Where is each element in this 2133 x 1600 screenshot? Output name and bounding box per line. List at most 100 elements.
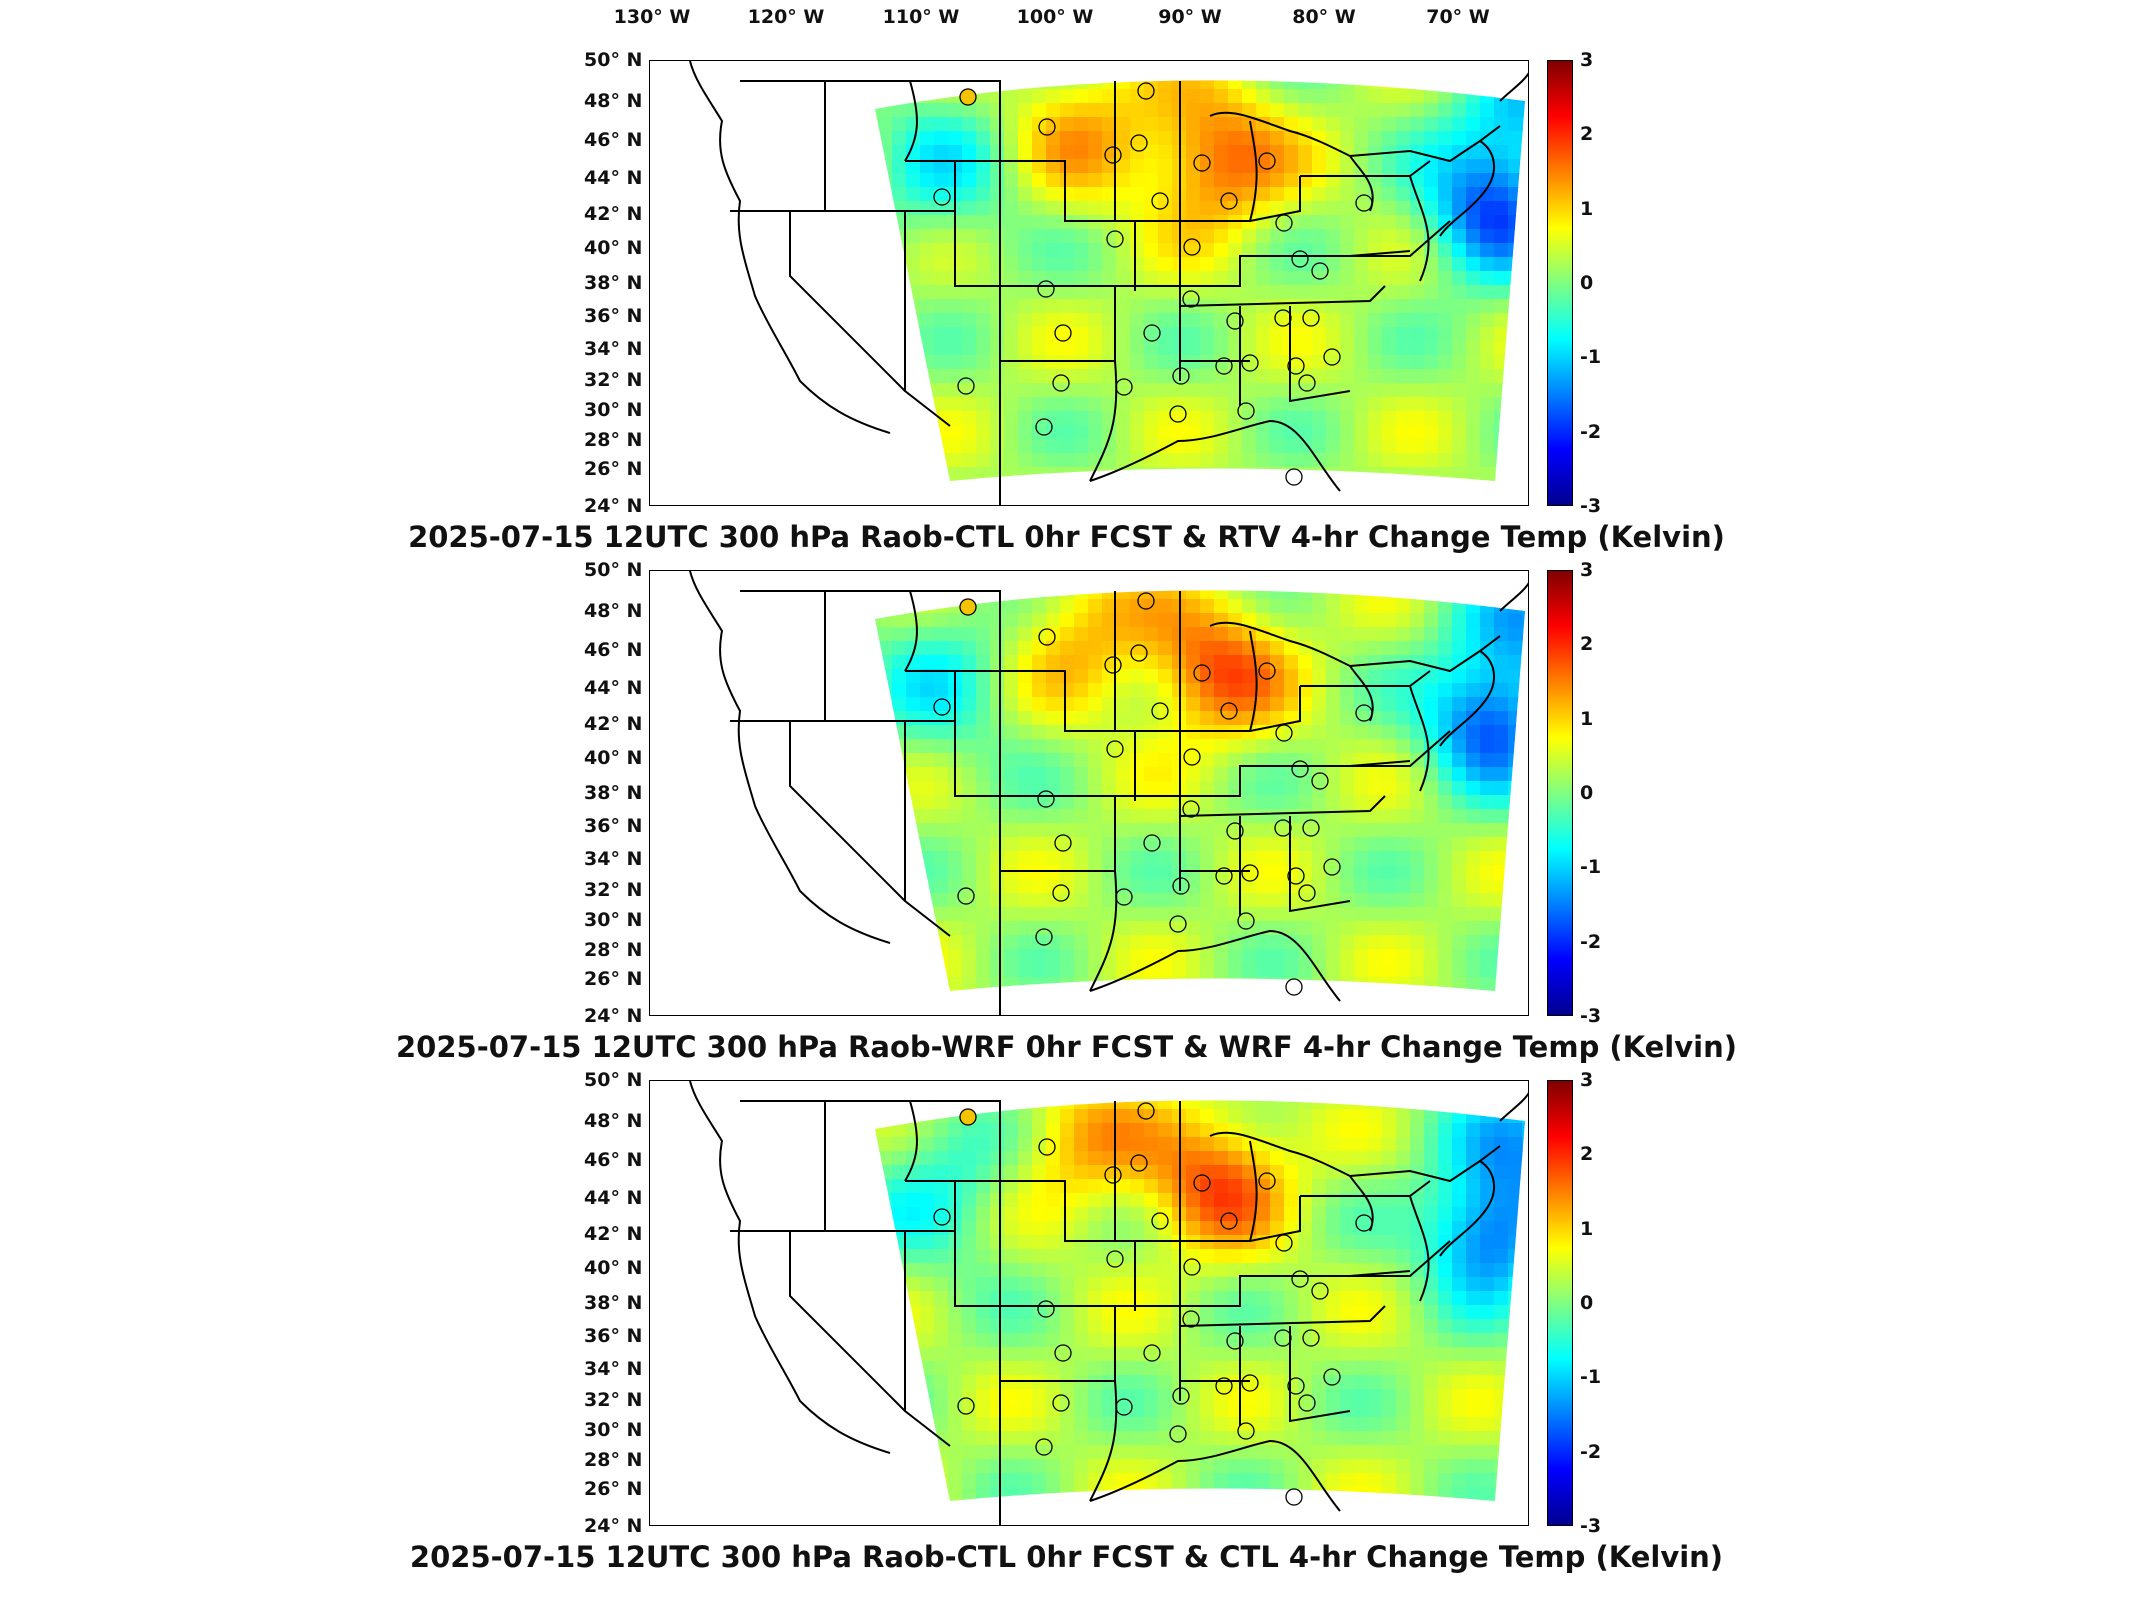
colorbar — [1547, 570, 1573, 1016]
latitude-label: 26° N — [584, 458, 643, 481]
station-marker — [1115, 1398, 1133, 1416]
station-marker — [1182, 290, 1200, 308]
station-marker — [1291, 1270, 1309, 1288]
temperature-change-field — [875, 80, 1525, 482]
station-marker — [1241, 864, 1259, 882]
latitude-label: 32° N — [584, 879, 643, 902]
station-marker — [1287, 357, 1305, 375]
station-marker — [957, 377, 975, 395]
station-marker — [1054, 834, 1072, 852]
station-marker — [1183, 748, 1201, 766]
colorbar — [1547, 1080, 1573, 1526]
station-marker — [1035, 1438, 1053, 1456]
station-marker — [1220, 702, 1238, 720]
latitude-label: 24° N — [584, 495, 643, 517]
latitude-label: 50° N — [584, 49, 643, 71]
colorbar-tick-label: -1 — [1580, 346, 1602, 369]
latitude-label: 42° N — [584, 1222, 643, 1245]
station-marker — [1052, 1394, 1070, 1412]
station-marker — [1355, 1214, 1373, 1232]
station-marker — [959, 88, 977, 106]
station-marker — [1237, 912, 1255, 930]
station-marker — [1285, 978, 1303, 996]
panel-title: 2025-07-15 12UTC 300 hPa Raob-WRF 0hr FC… — [395, 1030, 1737, 1064]
latitude-label: 44° N — [584, 167, 643, 190]
station-marker — [1193, 154, 1211, 172]
longitude-label: 70° W — [1426, 6, 1490, 28]
latitude-label: 34° N — [584, 338, 643, 360]
station-marker — [1151, 702, 1169, 720]
station-marker — [1143, 324, 1161, 342]
panel-title: 2025-07-15 12UTC 300 hPa Raob-CTL 0hr FC… — [408, 520, 1725, 554]
station-marker — [1291, 250, 1309, 268]
station-marker — [1275, 1234, 1293, 1252]
station-marker — [1275, 214, 1293, 232]
station-marker — [1104, 146, 1122, 164]
latitude-label: 26° N — [584, 968, 643, 991]
map-panel: 50° N 48° N 46° N 44° N 42° N 40° N 38° N 36° N… — [0, 1069, 2133, 1590]
station-marker — [1130, 134, 1148, 152]
station-marker — [1037, 280, 1055, 298]
longitude-label: 100° W — [1016, 6, 1094, 28]
station-marker — [1237, 402, 1255, 420]
station-marker — [1115, 378, 1133, 396]
colorbar-tick-label: 2 — [1580, 633, 1594, 656]
station-marker — [959, 1108, 977, 1126]
latitude-label: 48° N — [584, 90, 643, 113]
station-marker — [1311, 1282, 1329, 1300]
colorbar-tick-label: -2 — [1580, 1440, 1602, 1463]
colorbar — [1547, 60, 1573, 506]
colorbar-tick-label: -2 — [1580, 420, 1602, 443]
latitude-label: 24° N — [584, 1005, 643, 1027]
latitude-label: 46° N — [584, 1149, 643, 1172]
station-marker — [1258, 662, 1276, 680]
latitude-label: 46° N — [584, 129, 643, 152]
station-marker — [1274, 309, 1292, 327]
station-marker — [1302, 309, 1320, 327]
station-marker — [1054, 1344, 1072, 1362]
map-panel: 50° N 48° N 46° N 44° N 42° N 40° N 38° N 36° N… — [0, 559, 2133, 1080]
station-marker — [1143, 834, 1161, 852]
latitude-label: 36° N — [584, 305, 643, 328]
raob-stations — [933, 592, 1373, 996]
latitude-label: 50° N — [584, 1069, 643, 1091]
station-marker — [1241, 354, 1259, 372]
colorbar-tick-label: 1 — [1580, 1217, 1594, 1240]
station-marker — [1106, 740, 1124, 758]
station-marker — [1151, 1212, 1169, 1230]
station-marker — [1106, 1250, 1124, 1268]
station-marker — [1241, 1374, 1259, 1392]
station-marker — [1258, 152, 1276, 170]
station-marker — [1137, 592, 1155, 610]
temperature-change-field — [875, 1100, 1525, 1502]
station-marker — [1355, 194, 1373, 212]
station-marker — [1298, 1394, 1316, 1412]
station-marker — [1226, 312, 1244, 330]
station-marker — [1258, 1172, 1276, 1190]
station-marker — [1052, 374, 1070, 392]
station-marker — [1104, 1166, 1122, 1184]
station-marker — [1037, 790, 1055, 808]
station-marker — [1298, 884, 1316, 902]
latitude-label: 32° N — [584, 1389, 643, 1412]
latitude-label: 48° N — [584, 600, 643, 623]
latitude-label: 44° N — [584, 1187, 643, 1210]
longitude-label: 80° W — [1292, 6, 1356, 28]
station-marker — [1287, 1377, 1305, 1395]
latitude-label: 44° N — [584, 677, 643, 700]
station-marker — [1215, 357, 1233, 375]
station-marker — [1169, 915, 1187, 933]
station-marker — [1237, 1422, 1255, 1440]
station-marker — [933, 1208, 951, 1226]
station-marker — [957, 887, 975, 905]
station-marker — [1302, 1329, 1320, 1347]
station-marker — [1323, 1368, 1341, 1386]
longitude-label: 120° W — [747, 6, 825, 28]
station-marker — [959, 598, 977, 616]
map-area — [649, 1080, 1529, 1526]
station-marker — [1226, 822, 1244, 840]
map-svg — [689, 1081, 1528, 1525]
latitude-label: 42° N — [584, 712, 643, 735]
station-marker — [1220, 1212, 1238, 1230]
station-marker — [1183, 238, 1201, 256]
